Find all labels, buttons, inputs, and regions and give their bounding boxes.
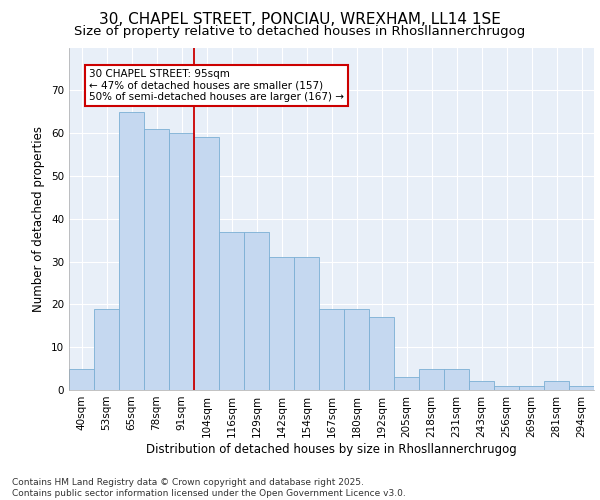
Bar <box>144 129 169 390</box>
Bar <box>119 112 144 390</box>
Bar <box>69 368 94 390</box>
Bar <box>319 308 344 390</box>
Bar <box>194 138 219 390</box>
Bar <box>344 308 369 390</box>
Bar <box>294 258 319 390</box>
Bar <box>419 368 444 390</box>
Bar <box>219 232 244 390</box>
Text: Size of property relative to detached houses in Rhosllannerchrugog: Size of property relative to detached ho… <box>74 25 526 38</box>
Bar <box>269 258 294 390</box>
Bar <box>569 386 594 390</box>
Bar <box>469 382 494 390</box>
Bar <box>444 368 469 390</box>
Bar <box>394 377 419 390</box>
Bar <box>544 382 569 390</box>
Bar <box>94 308 119 390</box>
Text: 30 CHAPEL STREET: 95sqm
← 47% of detached houses are smaller (157)
50% of semi-d: 30 CHAPEL STREET: 95sqm ← 47% of detache… <box>89 69 344 102</box>
Bar <box>494 386 519 390</box>
Y-axis label: Number of detached properties: Number of detached properties <box>32 126 46 312</box>
Bar <box>169 133 194 390</box>
Bar <box>244 232 269 390</box>
Text: 30, CHAPEL STREET, PONCIAU, WREXHAM, LL14 1SE: 30, CHAPEL STREET, PONCIAU, WREXHAM, LL1… <box>99 12 501 28</box>
X-axis label: Distribution of detached houses by size in Rhosllannerchrugog: Distribution of detached houses by size … <box>146 442 517 456</box>
Bar <box>519 386 544 390</box>
Text: Contains HM Land Registry data © Crown copyright and database right 2025.
Contai: Contains HM Land Registry data © Crown c… <box>12 478 406 498</box>
Bar <box>369 317 394 390</box>
